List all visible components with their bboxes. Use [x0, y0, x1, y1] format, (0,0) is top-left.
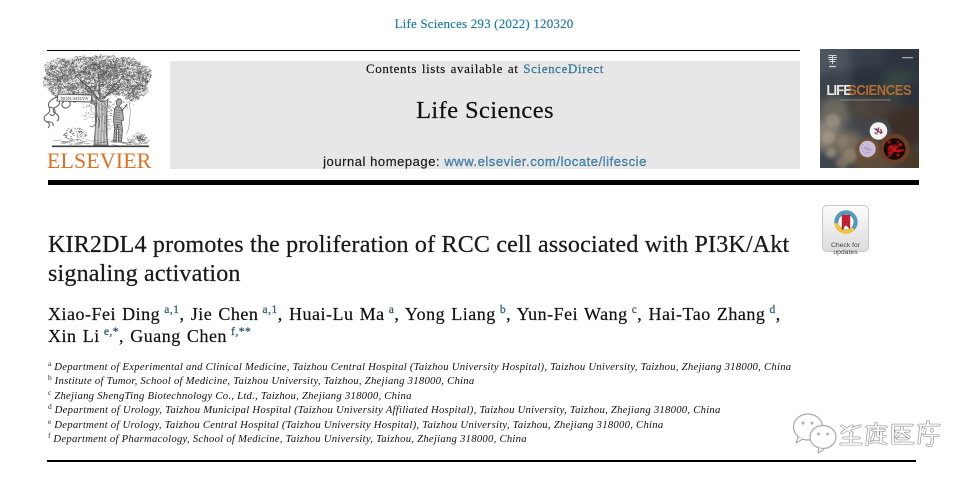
- svg-text:SCIENCES: SCIENCES: [848, 81, 911, 98]
- svg-text:LIFE: LIFE: [827, 81, 852, 98]
- svg-text:NON·SOLVS: NON·SOLVS: [61, 96, 89, 101]
